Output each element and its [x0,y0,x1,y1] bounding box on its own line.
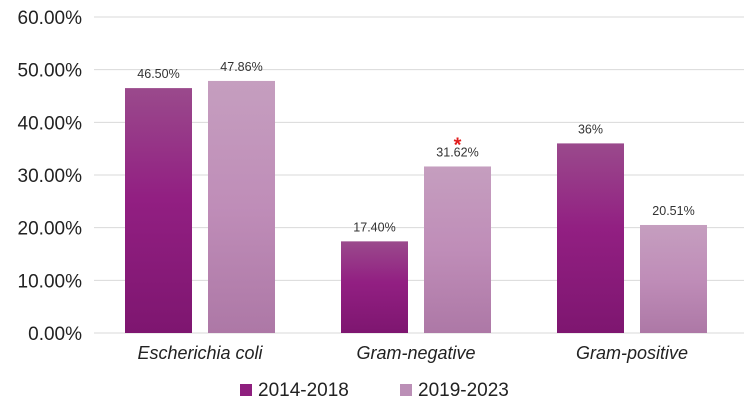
bar [424,166,491,333]
bar [125,88,192,333]
gridlines [94,16,744,334]
data-label: 17.40% [353,220,395,234]
legend-label: 2014-2018 [258,380,349,401]
significance-marker: * [454,134,462,156]
data-labels: 46.50% 47.86% 17.40% 31.62% 36% 20.51% * [137,60,694,234]
y-tick-label: 20.00% [18,219,83,240]
y-tick-label: 60.00% [18,8,83,29]
legend: 2014-2018 2019-2023 [240,380,509,401]
bar [341,241,408,333]
x-tick-label: Gram-negative [356,343,475,363]
bar [557,143,624,333]
y-tick-label: 30.00% [18,166,83,187]
legend-swatch [400,384,412,396]
x-axis: Escherichia coli Gram-negative Gram-positi… [137,343,688,363]
y-tick-label: 10.00% [18,271,83,292]
bar [208,80,275,333]
data-label: 31.62% [436,145,478,159]
y-axis: 0.00% 10.00% 20.00% 30.00% 40.00% 50.00% 60.00… [18,8,83,345]
bars [125,80,707,333]
data-label: 20.51% [652,204,694,218]
bar [640,224,707,333]
x-tick-label: Gram-positive [576,343,688,363]
y-tick-label: 50.00% [18,61,83,82]
y-tick-label: 0.00% [28,324,82,345]
data-label: 36% [578,122,603,136]
legend-label: 2019-2023 [418,380,509,401]
legend-swatch [240,384,252,396]
data-label: 46.50% [137,67,179,81]
y-tick-label: 40.00% [18,113,83,134]
data-label: 47.86% [220,60,262,74]
x-tick-label: Escherichia coli [137,343,263,363]
